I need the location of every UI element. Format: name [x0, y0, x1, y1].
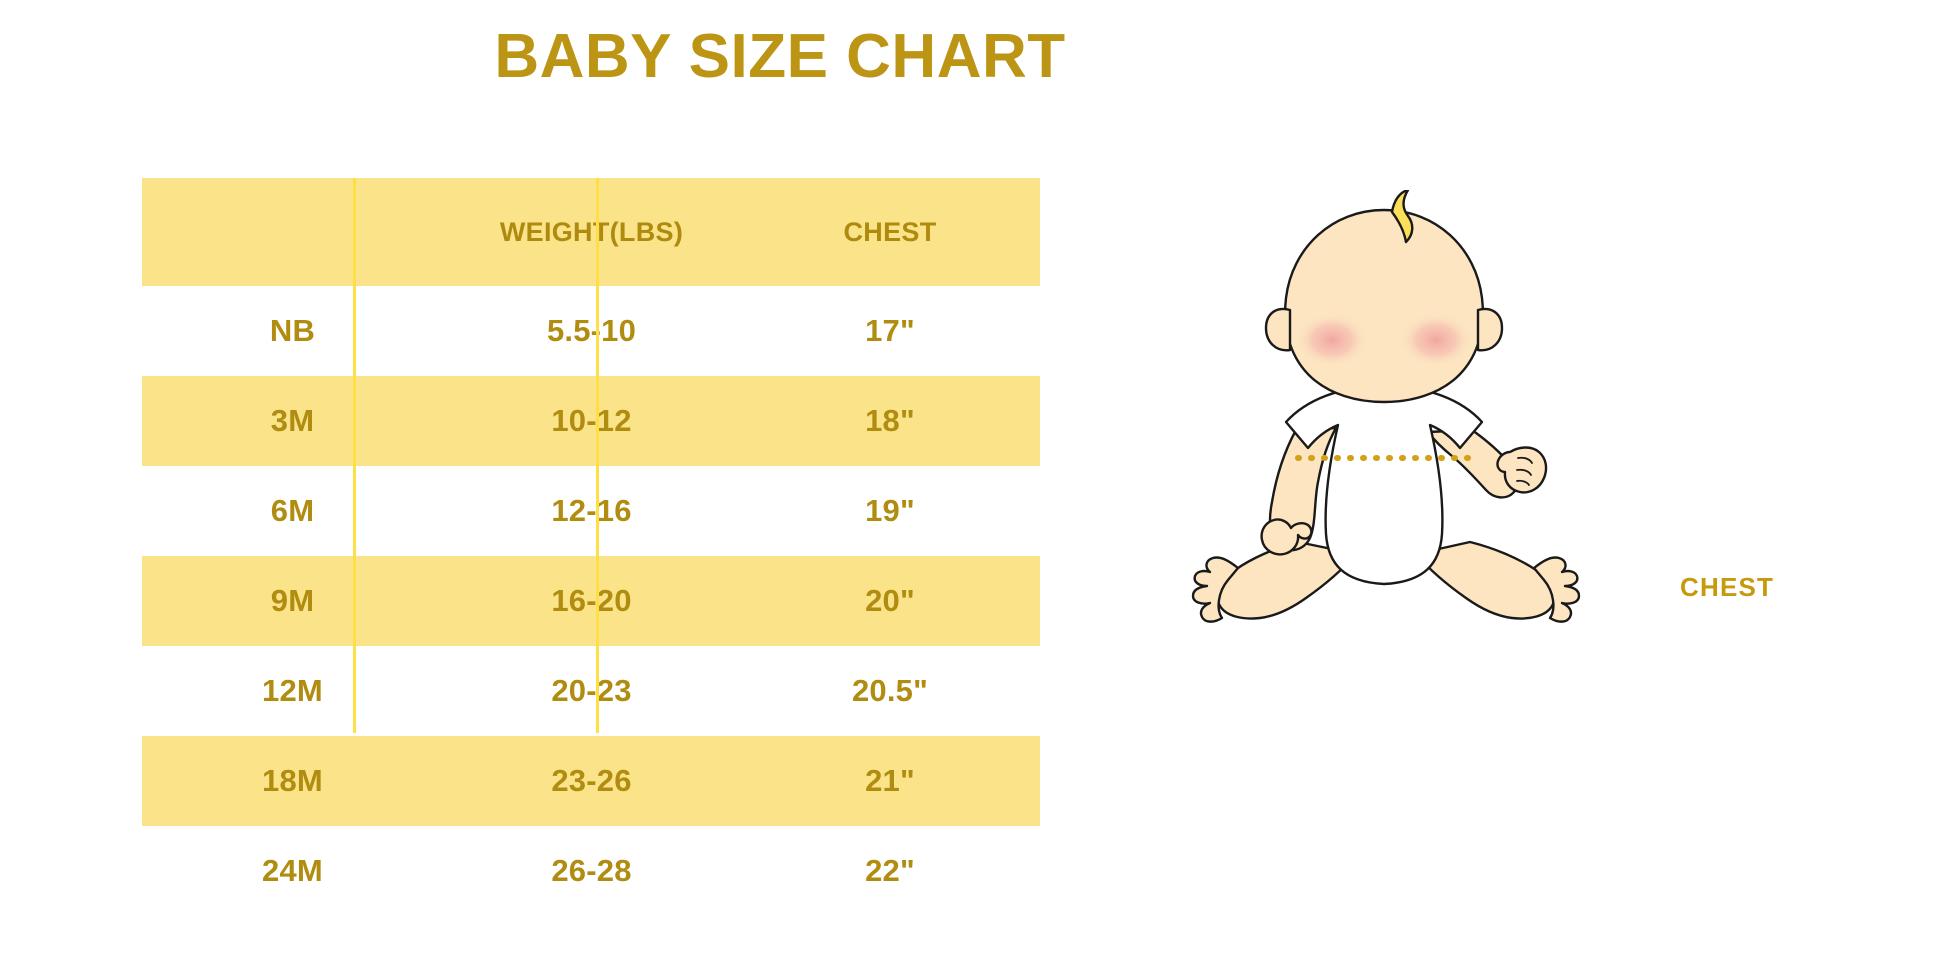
- table-row: NB 5.5-10 17": [142, 286, 1040, 376]
- baby-right-leg: [1414, 540, 1556, 620]
- baby-left-ear: [1264, 307, 1292, 352]
- cell-weight: 5.5-10: [546, 312, 637, 348]
- cell-size: 9M: [270, 582, 315, 618]
- cell-chest: 21": [865, 762, 915, 798]
- cell-size: 18M: [262, 762, 323, 798]
- cell-weight: 10-12: [551, 402, 632, 438]
- cell-weight: 16-20: [551, 582, 632, 618]
- baby-hair-tuft: [1390, 190, 1414, 244]
- column-divider-line: [353, 178, 356, 733]
- size-chart-table: WEIGHT(LBS) CHEST NB 5.5-10 17" 3M 10-12…: [142, 178, 1040, 916]
- baby-left-arm: [1268, 426, 1338, 552]
- table-row: 12M 20-23 20.5": [142, 646, 1040, 736]
- baby-right-cheek-blush: [1400, 313, 1472, 367]
- cell-weight: 23-26: [551, 762, 632, 798]
- cell-chest: 22": [865, 852, 915, 888]
- cell-chest: 19": [865, 492, 915, 528]
- table-row: 3M 10-12 18": [142, 376, 1040, 466]
- baby-right-ear: [1476, 307, 1504, 352]
- baby-illustration-icon: [1180, 190, 1700, 690]
- cell-chest: 20": [865, 582, 915, 618]
- baby-left-leg: [1216, 540, 1358, 620]
- cell-chest: 17": [865, 312, 915, 348]
- cell-size: 3M: [270, 402, 315, 438]
- baby-left-cheek-blush: [1296, 313, 1368, 367]
- table-header-row: WEIGHT(LBS) CHEST: [142, 178, 1040, 286]
- baby-left-hand: [1260, 518, 1313, 556]
- column-divider-line: [596, 178, 599, 733]
- table-row: 6M 12-16 19": [142, 466, 1040, 556]
- baby-onesie: [1284, 384, 1484, 586]
- cell-weight: 12-16: [551, 492, 632, 528]
- table-row: 24M 26-28 22": [142, 826, 1040, 916]
- baby-right-foot: [1532, 556, 1581, 623]
- cell-size: 24M: [262, 852, 323, 888]
- chest-measurement-label: CHEST: [1680, 572, 1775, 602]
- cell-size: 12M: [262, 672, 323, 708]
- cell-chest: 20.5": [851, 672, 929, 708]
- cell-size: NB: [269, 312, 316, 348]
- table-row: 18M 23-26 21": [142, 736, 1040, 826]
- baby-left-foot: [1191, 556, 1240, 623]
- cell-weight: 26-28: [551, 852, 632, 888]
- baby-head: [1284, 208, 1484, 404]
- page-title: BABY SIZE CHART: [494, 22, 1066, 91]
- column-header-chest: CHEST: [843, 216, 937, 247]
- cell-chest: 18": [865, 402, 915, 438]
- cell-size: 6M: [270, 492, 315, 528]
- column-header-weight: WEIGHT(LBS): [499, 216, 684, 247]
- cell-weight: 20-23: [551, 672, 632, 708]
- table-row: 9M 16-20 20": [142, 556, 1040, 646]
